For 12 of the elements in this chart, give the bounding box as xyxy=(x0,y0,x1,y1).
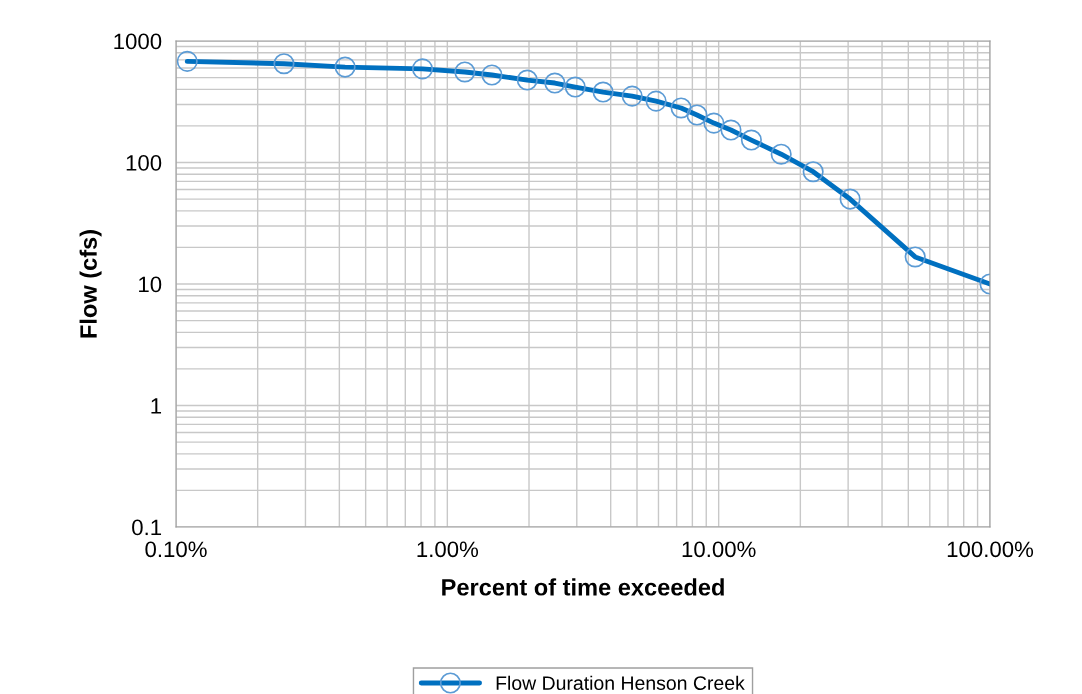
x-tick-label: 1.00% xyxy=(417,541,479,558)
y-tick-label: 100 xyxy=(126,155,162,171)
y-tick-label: 0.1 xyxy=(132,519,162,536)
y-tick-label: 1 xyxy=(151,398,162,414)
x-tick-label: 10.00% xyxy=(682,541,756,558)
y-tick-label: 1000 xyxy=(114,33,162,50)
legend-label: Flow Duration Henson Creek xyxy=(496,675,745,690)
x-axis-title: Percent of time exceeded xyxy=(442,578,724,596)
x-tick-label: 100.00% xyxy=(947,541,1034,558)
y-axis-title: Flow (cfs) xyxy=(79,230,102,338)
y-tick-label: 10 xyxy=(139,276,162,293)
x-tick-label: 0.10% xyxy=(145,541,207,558)
